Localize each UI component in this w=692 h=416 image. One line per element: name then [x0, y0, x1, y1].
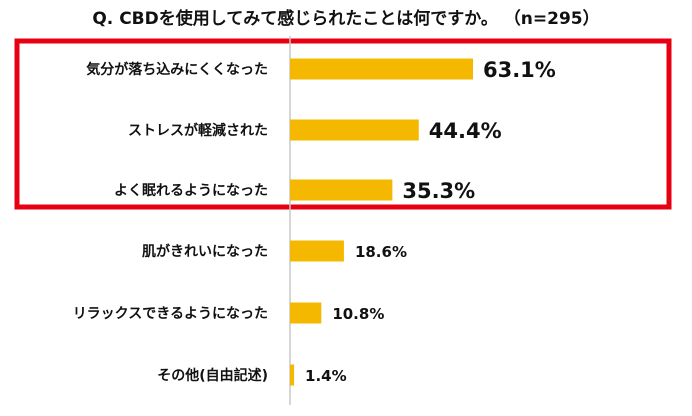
category-label: その他(自由記述) — [157, 367, 268, 384]
highlight-box — [14, 38, 672, 210]
bar — [290, 119, 419, 141]
chart-title: Q. CBDを使用してみて感じられたことは何ですか。 （n=295） — [92, 9, 600, 29]
value-label: 44.4% — [429, 119, 502, 143]
value-label: 1.4% — [305, 367, 347, 385]
category-label: 気分が落ち込みにくくなった — [86, 61, 268, 78]
category-label: 肌がきれいになった — [142, 243, 268, 260]
bar — [290, 179, 393, 201]
value-label: 10.8% — [332, 305, 384, 323]
bar — [290, 364, 295, 386]
value-label: 63.1% — [483, 58, 556, 82]
bar — [290, 302, 322, 324]
value-label: 35.3% — [402, 179, 475, 203]
category-label: よく眠れるようになった — [114, 183, 268, 199]
bar — [290, 240, 344, 262]
category-label: リラックスできるようになった — [73, 306, 268, 322]
bar — [290, 58, 473, 80]
value-label: 18.6% — [355, 243, 407, 261]
category-label: ストレスが軽減された — [128, 122, 268, 139]
